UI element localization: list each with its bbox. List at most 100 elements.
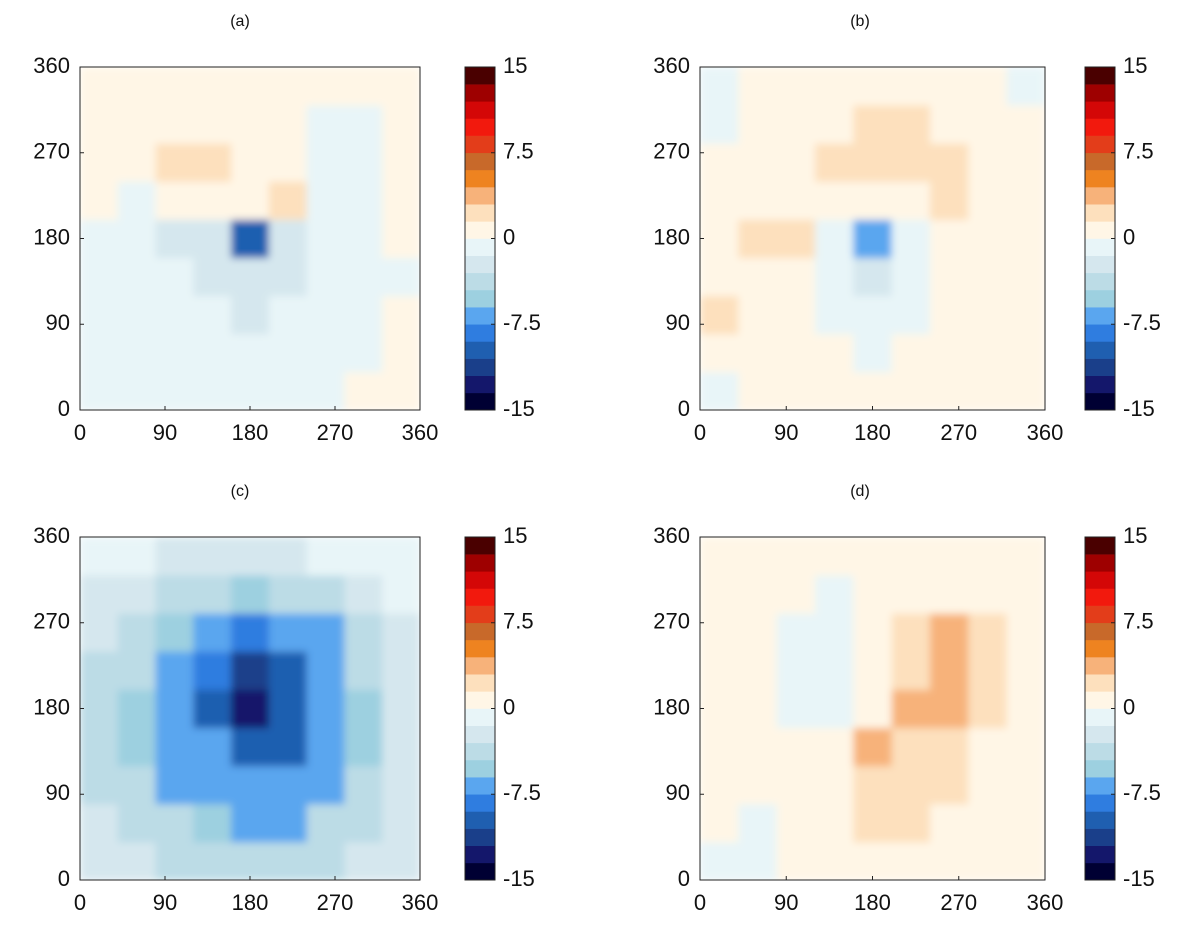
field-cell [776, 727, 816, 767]
y-tick-label: 0 [58, 396, 70, 421]
field-cell [968, 295, 1008, 335]
x-tick-label: 90 [774, 890, 798, 915]
field-cell [155, 841, 194, 880]
field-cell [231, 105, 270, 144]
field-cell [738, 841, 778, 880]
field-cell [344, 689, 383, 729]
panel-title: (b) [850, 13, 870, 30]
field-cell [853, 727, 893, 767]
colorbar-segment [465, 811, 495, 829]
field-cell [344, 257, 383, 297]
field-cell [930, 67, 969, 106]
field-cell [815, 143, 854, 182]
field-cell [968, 333, 1008, 373]
field-cell [968, 105, 1008, 144]
field-cell [700, 575, 739, 614]
y-tick-label: 180 [33, 694, 70, 719]
y-tick-label: 90 [46, 780, 70, 805]
field-cell [80, 257, 119, 297]
field-cell [382, 575, 420, 614]
field-cell [382, 689, 420, 729]
field-cell [968, 575, 1008, 614]
colorbar-tick-label: -7.5 [503, 310, 541, 335]
colorbar-segment [1085, 375, 1115, 394]
field-cell [853, 105, 893, 144]
y-tick-label: 270 [33, 139, 70, 164]
field-cell [738, 803, 778, 843]
colorbar-segment [1085, 135, 1115, 154]
field-cell [815, 765, 854, 805]
colorbar-tick-label: -15 [503, 866, 535, 891]
colorbar-segment [465, 358, 495, 376]
field-cell [891, 371, 931, 410]
y-tick-label: 180 [653, 694, 690, 719]
field-cell [344, 765, 383, 805]
colorbar-segment [465, 324, 495, 342]
field-cell [891, 105, 931, 144]
field-cell [930, 803, 969, 843]
colorbar-segment [465, 554, 495, 572]
field-cell [815, 727, 854, 767]
field-cell [853, 219, 893, 259]
field-cell [815, 575, 854, 614]
field-cell [1006, 333, 1045, 373]
field-cell [382, 219, 420, 259]
field-cell [344, 727, 383, 767]
colorbar-tick-label: 0 [503, 694, 515, 719]
colorbar-segment [1085, 537, 1115, 555]
field-cell [891, 765, 931, 805]
field-cell [193, 371, 232, 410]
colorbar-segment [465, 862, 495, 881]
panel-title: (a) [230, 13, 250, 30]
field-cell [853, 295, 893, 335]
colorbar-tick-label: 15 [503, 53, 527, 78]
field-cell [1006, 105, 1045, 144]
field-cell [268, 295, 308, 335]
field-cell [738, 257, 778, 297]
colorbar-segment [465, 101, 495, 119]
colorbar-segment [1085, 324, 1115, 342]
field-cell [700, 613, 739, 652]
field-cell [815, 105, 854, 144]
field-cell [738, 295, 778, 335]
field-cell [382, 105, 420, 144]
field-cell [117, 105, 157, 144]
colorbar-segment [465, 118, 495, 136]
colorbar-tick-label: 15 [503, 523, 527, 548]
y-tick-label: 0 [678, 396, 690, 421]
field-cell [738, 575, 778, 614]
field-cell [155, 219, 194, 259]
field-cell [306, 67, 345, 106]
field-cell [268, 689, 308, 729]
field-cell [193, 181, 232, 220]
colorbar-tick-label: 15 [1123, 53, 1147, 78]
field-cell [117, 219, 157, 259]
field-cell [193, 333, 232, 373]
field-cell [382, 651, 420, 690]
colorbar-segment [465, 187, 495, 205]
field-cell [117, 333, 157, 373]
field-cell [155, 105, 194, 144]
field-cell [815, 371, 854, 410]
x-tick-label: 270 [317, 420, 354, 445]
field-cell [268, 613, 308, 652]
field-cell [700, 651, 739, 690]
colorbar-tick-label: 7.5 [503, 609, 534, 634]
field-cell [344, 333, 383, 373]
colorbar-segment [1085, 169, 1115, 188]
field-cell [268, 333, 308, 373]
field-cell [776, 67, 816, 106]
field-cell [382, 841, 420, 880]
field-cell [344, 613, 383, 652]
field-cell [1006, 575, 1045, 614]
field-cell [80, 727, 119, 767]
field-cell [306, 613, 345, 652]
colorbar-segment [1085, 358, 1115, 376]
colorbar-segment [1085, 777, 1115, 795]
y-tick-label: 270 [653, 609, 690, 634]
colorbar-segment [1085, 67, 1115, 85]
field-cell [776, 333, 816, 373]
field-cell [968, 727, 1008, 767]
y-tick-label: 360 [653, 53, 690, 78]
field-cell [1006, 727, 1045, 767]
